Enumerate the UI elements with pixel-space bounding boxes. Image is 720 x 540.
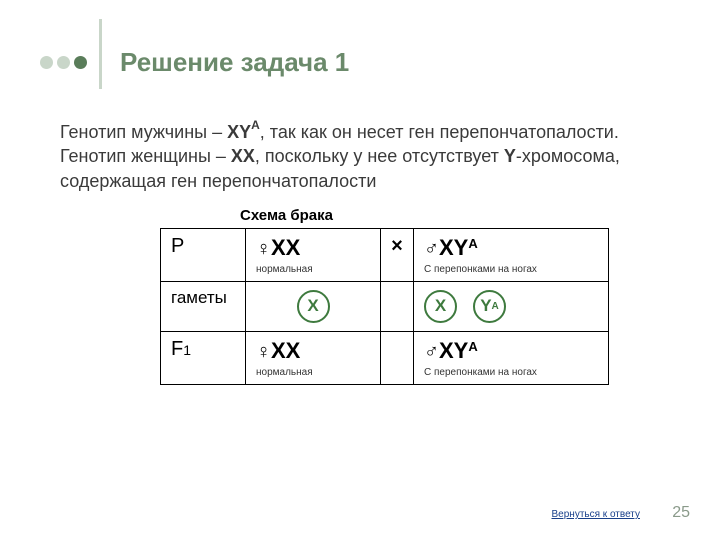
superscript: А	[251, 118, 260, 132]
empty-cell	[381, 281, 414, 331]
gamete-text: Y	[480, 296, 491, 316]
empty-cell	[381, 331, 414, 384]
table-row: гаметы X X YA	[161, 281, 609, 331]
dot-icon	[74, 56, 87, 69]
text-fragment: , поскольку у нее отсутствует	[255, 146, 504, 166]
female-symbol-icon: ♀	[256, 238, 271, 260]
genetics-table: P ♀XX нормальная × ♂XYА С перепонками на…	[160, 228, 660, 385]
male-symbol-icon: ♂	[424, 341, 439, 363]
female-genotype: XX	[231, 146, 255, 166]
table-row: F1 ♀XX нормальная ♂XYА С перепонками на …	[161, 331, 609, 384]
gametes-male-cell: X YA	[414, 281, 609, 331]
genotype-desc: С перепонками на ногах	[424, 264, 598, 275]
row-label-f1: F1	[161, 331, 246, 384]
genotype-text: XX	[271, 338, 300, 363]
gamete-icon: YA	[473, 290, 506, 323]
text-fragment: Генотип женщины –	[60, 146, 231, 166]
page-title: Решение задача 1	[120, 47, 349, 78]
genotype-desc: нормальная	[256, 264, 370, 275]
gamete-icon: X	[297, 290, 330, 323]
gametes-female-cell: X	[246, 281, 381, 331]
row-label-p: P	[161, 228, 246, 281]
genotype-paragraph: Генотип мужчины – XYА, так как он несет …	[60, 119, 660, 193]
f1-male-cell: ♂XYА С перепонками на ногах	[414, 331, 609, 384]
content-area: Генотип мужчины – XYА, так как он несет …	[0, 89, 720, 385]
f-subscript: 1	[183, 342, 191, 358]
superscript: A	[492, 301, 499, 312]
genotype-text: XY	[439, 338, 468, 363]
genotype-text: XX	[271, 235, 300, 260]
superscript: А	[468, 339, 477, 354]
genotype-desc: С перепонками на ногах	[424, 367, 598, 378]
slide-header: Решение задача 1	[0, 0, 720, 89]
p-male-cell: ♂XYА С перепонками на ногах	[414, 228, 609, 281]
scheme-title: Схема брака	[240, 207, 660, 224]
gamete-text: X	[435, 296, 446, 316]
page-number: 25	[672, 504, 690, 522]
dot-icon	[40, 56, 53, 69]
p-female-cell: ♀XX нормальная	[246, 228, 381, 281]
superscript: А	[468, 236, 477, 251]
female-symbol-icon: ♀	[256, 341, 271, 363]
f-label: F	[171, 338, 183, 360]
decorative-dots	[40, 56, 87, 69]
y-label: Y	[504, 146, 516, 166]
row-label-gametes: гаметы	[161, 281, 246, 331]
text-fragment: Генотип мужчины –	[60, 122, 227, 142]
cross-symbol: ×	[381, 228, 414, 281]
genotype-desc: нормальная	[256, 367, 370, 378]
dot-icon	[57, 56, 70, 69]
male-symbol-icon: ♂	[424, 238, 439, 260]
table-row: P ♀XX нормальная × ♂XYА С перепонками на…	[161, 228, 609, 281]
back-to-answer-link[interactable]: Вернуться к ответу	[552, 509, 641, 520]
gamete-text: X	[307, 296, 318, 316]
male-genotype: XY	[227, 122, 251, 142]
gamete-icon: X	[424, 290, 457, 323]
f1-female-cell: ♀XX нормальная	[246, 331, 381, 384]
text-fragment: , так как он несет ген перепончатопалост…	[260, 122, 619, 142]
genotype-text: XY	[439, 235, 468, 260]
vertical-divider	[99, 19, 102, 89]
